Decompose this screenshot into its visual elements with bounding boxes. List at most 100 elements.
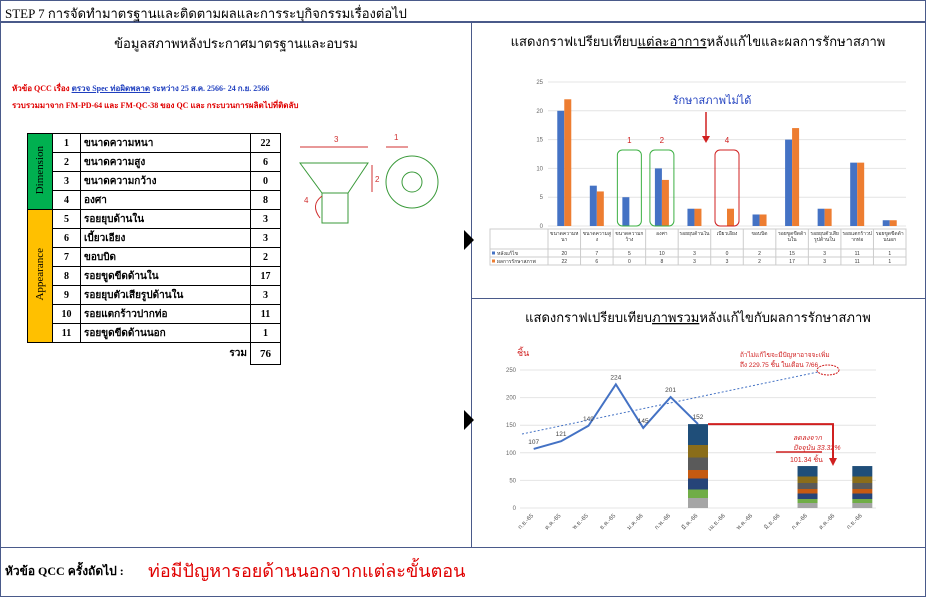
x-tick-label: ก.ค.-66 (791, 513, 810, 532)
bar (850, 162, 858, 226)
table-row: 2 ขนาดความสูง 6 (28, 152, 281, 172)
left-title: ข้อมูลสภาพหลังประกาศมาตรฐานและอบรม (114, 36, 358, 51)
chart-title: แสดงกราฟเปรียบเทียบภาพรวมหลังแก้ไขกับผลก… (525, 310, 871, 325)
target-note: 101.34 ชิ้น (790, 453, 823, 464)
category-label: รอยขูดขีดด้านนอก (875, 231, 904, 243)
header-title: STEP 7 การจัดทำมาตรฐานและติดตามผลและการร… (5, 6, 407, 21)
x-tick-label: ธ.ค.-65 (598, 512, 617, 531)
y-tick-label: 250 (506, 368, 517, 374)
table-row: 8 รอยขูดขีดด้านใน 17 (28, 266, 281, 286)
reduction-bracket (708, 423, 834, 460)
x-tick-label: พ.ย.-65 (571, 512, 590, 531)
data-label: 152 (693, 414, 704, 421)
y-tick-label: 25 (536, 80, 543, 86)
bar (564, 99, 572, 226)
data-table-frame (489, 228, 907, 266)
stacked-bar (797, 466, 818, 508)
bar (882, 220, 890, 226)
data-label: 5 (628, 251, 631, 257)
category-label: รอยยุบตัวเสียรูปด้านใน (810, 231, 839, 243)
table-row: 11 รอยขูดขีดด้านนอก 1 (28, 323, 281, 343)
angle-arc (315, 195, 323, 219)
bar (694, 208, 702, 226)
category-label: รอยขูดขีดด้านใน (778, 231, 807, 243)
category-label: องศา (656, 231, 668, 237)
x-tick-label: ก.ย.-65 (517, 513, 535, 531)
category-label: ขอบบิด (751, 231, 768, 237)
footer-topic: ท่อมีปัญหารอยด้านนอกจากแต่ละขั้นตอน (148, 561, 466, 581)
y-tick-label: 10 (536, 166, 543, 172)
data-label: 20 (561, 251, 567, 257)
marker-box (714, 149, 740, 227)
diagram-label: 2 (375, 175, 380, 184)
y-tick-label: 100 (506, 451, 517, 457)
reduction-arrow (829, 458, 837, 466)
footer-label: หัวข้อ QCC ครั้งถัดไป : (5, 564, 124, 578)
data-label: 149 (583, 416, 594, 423)
x-tick-label: ส.ค.-66 (817, 512, 836, 531)
chart-title-part: แสดงกราฟเปรียบเทียบ (525, 310, 652, 325)
data-label: 2 (758, 259, 761, 265)
row-name: รอยขูดขีดด้านนอก (80, 323, 251, 343)
marker-label: 2 (660, 136, 665, 145)
bar (759, 214, 767, 226)
bar (752, 214, 760, 226)
legend-label: ผลการรักษาสภาพ (497, 259, 536, 265)
marker-box (616, 149, 642, 227)
x-tick-label: ก.พ.-66 (653, 512, 672, 531)
note-arrowhead (702, 136, 710, 143)
data-label: 22 (561, 259, 567, 265)
y-tick-label: 200 (506, 396, 517, 402)
data-label: 0 (628, 259, 631, 265)
total-value: 76 (250, 342, 281, 365)
x-tick-label: ต.ค.-65 (544, 513, 563, 532)
diagram-label: 3 (334, 135, 339, 144)
data-label: 1 (888, 251, 891, 257)
chart-title-part: ภาพรวม (652, 310, 699, 325)
category-label: เบี้ยวเอียง (716, 231, 738, 237)
forecast-point (816, 364, 840, 376)
chart-title-part: แสดงกราฟเปรียบเทียบ (511, 34, 638, 49)
data-label: 6 (595, 259, 598, 265)
chart-title: แสดงกราฟเปรียบเทียบแต่ละอาการหลังแก้ไขแล… (511, 34, 886, 49)
bar (727, 208, 734, 226)
bar (661, 179, 669, 226)
defect-table: Dimension 1 ขนาดความหนา 22 2 ขนาดความสูง 6 3 ขนา… (27, 133, 281, 365)
footer-bar: หัวข้อ QCC ครั้งถัดไป : ท่อมีปัญหารอยด้า… (0, 547, 926, 597)
y-tick-label: 0 (540, 224, 544, 230)
bar (687, 208, 695, 226)
arrow (464, 230, 474, 250)
data-label: 10 (659, 251, 665, 257)
note: รักษาสภาพไม่ได้ (673, 94, 752, 107)
bar (792, 128, 800, 226)
data-label: 145 (638, 418, 649, 425)
stacked-bar (688, 424, 708, 508)
data-label: 3 (823, 259, 826, 265)
data-label: 8 (661, 259, 664, 265)
forecast-note: ถึง 229.75 ชิ้น ในเดือน 7/66 (740, 360, 819, 369)
y-tick-label: 50 (509, 478, 516, 484)
forecast-note: ถ้าไม่แก้ไขจะมีปัญหาอาจจะเพิ่ม (740, 350, 830, 359)
ring-inner (401, 171, 423, 193)
category-label: รอยยุบด้านใน (679, 231, 710, 237)
source-line: รวบรวมมาจาก FM-PD-64 และ FM-QC-38 ของ QC… (12, 101, 299, 110)
data-label: 2 (758, 251, 761, 257)
diagram-label: 4 (304, 196, 309, 205)
trend-line (521, 371, 819, 435)
category-label: ขนาดความกว้าง (615, 231, 644, 243)
bar (589, 185, 597, 226)
bar (857, 162, 865, 226)
data-label: 121 (556, 431, 567, 438)
y-tick-label: 150 (506, 423, 517, 429)
bar (889, 220, 897, 226)
bar (785, 139, 793, 226)
bar (817, 208, 825, 226)
bar (557, 110, 565, 226)
data-label: 0 (726, 251, 729, 257)
bar (824, 208, 832, 226)
table-row: 3 ขนาดความกว้าง 0 (28, 171, 281, 191)
legend-swatch (492, 251, 495, 255)
chart-title-part: หลังแก้ไขกับผลการรักษาสภาพ (699, 310, 871, 325)
y-tick-label: 5 (540, 195, 544, 201)
